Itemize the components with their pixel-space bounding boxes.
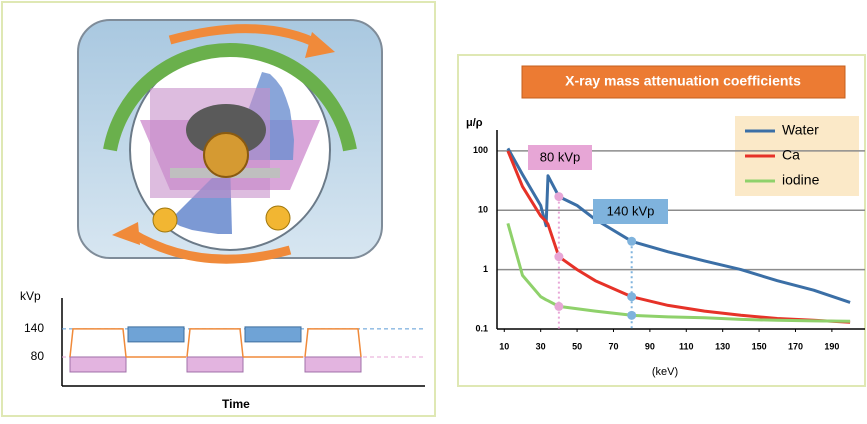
sample-point [554, 302, 563, 311]
y-axis-label: μ/ρ [466, 117, 483, 129]
high-kvp-pulse [128, 327, 184, 342]
kvp-label: kVp [20, 289, 41, 303]
legend-label: iodine [782, 172, 820, 188]
legend-label: Water [782, 122, 819, 138]
legend-label: Ca [782, 147, 800, 163]
y-tick-label: 10 [478, 205, 488, 215]
sample-point [554, 192, 563, 201]
x-tick-label: 70 [608, 341, 618, 351]
x-tick-label: 50 [572, 341, 582, 351]
x-tick-label: 110 [679, 341, 694, 351]
sample-point [627, 311, 636, 320]
y-tick-label: 0.1 [475, 323, 488, 333]
x-tick-label: 190 [824, 341, 839, 351]
figure: kVp Time 140 80 X-ray mass attenuation co… [0, 0, 867, 419]
time-label: Time [222, 397, 250, 411]
annotation-label: 140 kVp [607, 203, 655, 218]
scanner-illustration [78, 20, 382, 259]
y-tick-label: 100 [473, 145, 488, 155]
chart-title: X-ray mass attenuation coefficients [565, 73, 801, 89]
low-kvp-pulse [305, 357, 361, 372]
x-tick-label: 30 [536, 341, 546, 351]
sample-point [627, 292, 636, 301]
sample-point [627, 237, 636, 246]
y-tick-label: 80 [31, 349, 45, 363]
low-kvp-pulse [187, 357, 243, 372]
y-tick-label: 1 [483, 264, 488, 274]
annotation-label: 80 kVp [540, 149, 580, 164]
sample-point [554, 252, 563, 261]
y-tick-label: 140 [24, 321, 44, 335]
x-tick-label: 10 [499, 341, 509, 351]
page: kVp Time 140 80 X-ray mass attenuation co… [0, 0, 867, 424]
x-tick-label: 170 [788, 341, 803, 351]
low-kvp-pulse [70, 357, 126, 372]
x-tick-label: 150 [752, 341, 767, 351]
x-tick-label: 90 [645, 341, 655, 351]
high-kvp-pulse [245, 327, 301, 342]
x-tick-label: 130 [715, 341, 730, 351]
x-axis-label: (keV) [652, 366, 678, 378]
